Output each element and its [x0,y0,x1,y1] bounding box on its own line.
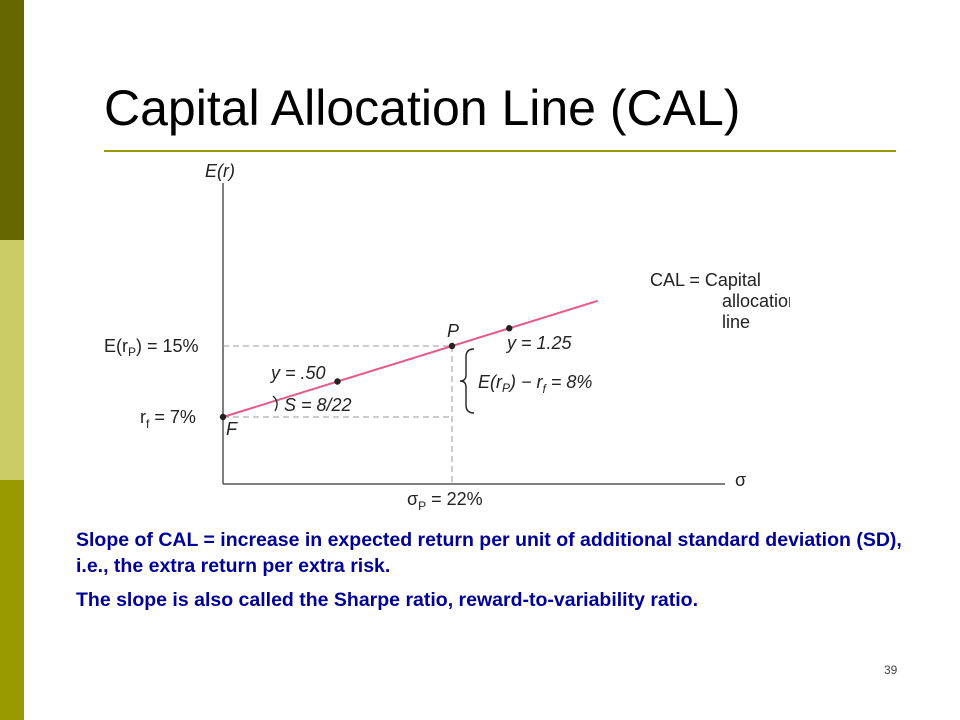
page-number: 39 [884,663,898,677]
slide-sidebar-decoration [0,0,24,720]
cal-series-line [222,299,599,418]
x-tick-label-sigma-p: σP = 22% [407,489,483,513]
slide-notes: Slope of CAL = increase in expected retu… [76,527,906,621]
sidebar-block-mid [0,480,24,720]
x-axis-label: σ [735,470,746,490]
cal-label-line-2: allocation [722,291,790,311]
cal-label-line-1: CAL = Capital [650,270,761,290]
note-paragraph-sharpe-ratio: The slope is also called the Sharpe rati… [76,589,699,611]
note-paragraph-slope-definition: Slope of CAL = increase in expected retu… [76,529,902,577]
premium-brace [459,348,475,414]
point-p [448,342,456,350]
point-y-125 [506,325,513,332]
point-label-f: F [226,419,238,439]
premium-annotation: E(rP) − rf = 8% [478,372,592,396]
title-underline [104,150,896,152]
sidebar-block-dark [0,0,24,240]
point-label-y125: y = 1.25 [505,333,573,353]
point-label-p: P [447,321,459,341]
point-label-y050: y = .50 [269,363,326,383]
y-tick-label-erp: E(rP) = 15% [104,336,199,359]
slope-angle-arc [272,395,278,412]
sidebar-block-light [0,240,24,480]
cal-label-line-3: line [722,312,750,332]
point-f [219,413,227,421]
cal-chart: E(r) σ E(rP) = 15% rf = 7% σP = 22% P F … [104,161,790,513]
y-axis-label: E(r) [205,161,235,181]
slide-title: Capital Allocation Line (CAL) [104,80,741,136]
slope-annotation: S = 8/22 [284,395,352,415]
point-y-050 [334,378,341,385]
y-tick-label-rf: rf = 7% [140,407,196,431]
